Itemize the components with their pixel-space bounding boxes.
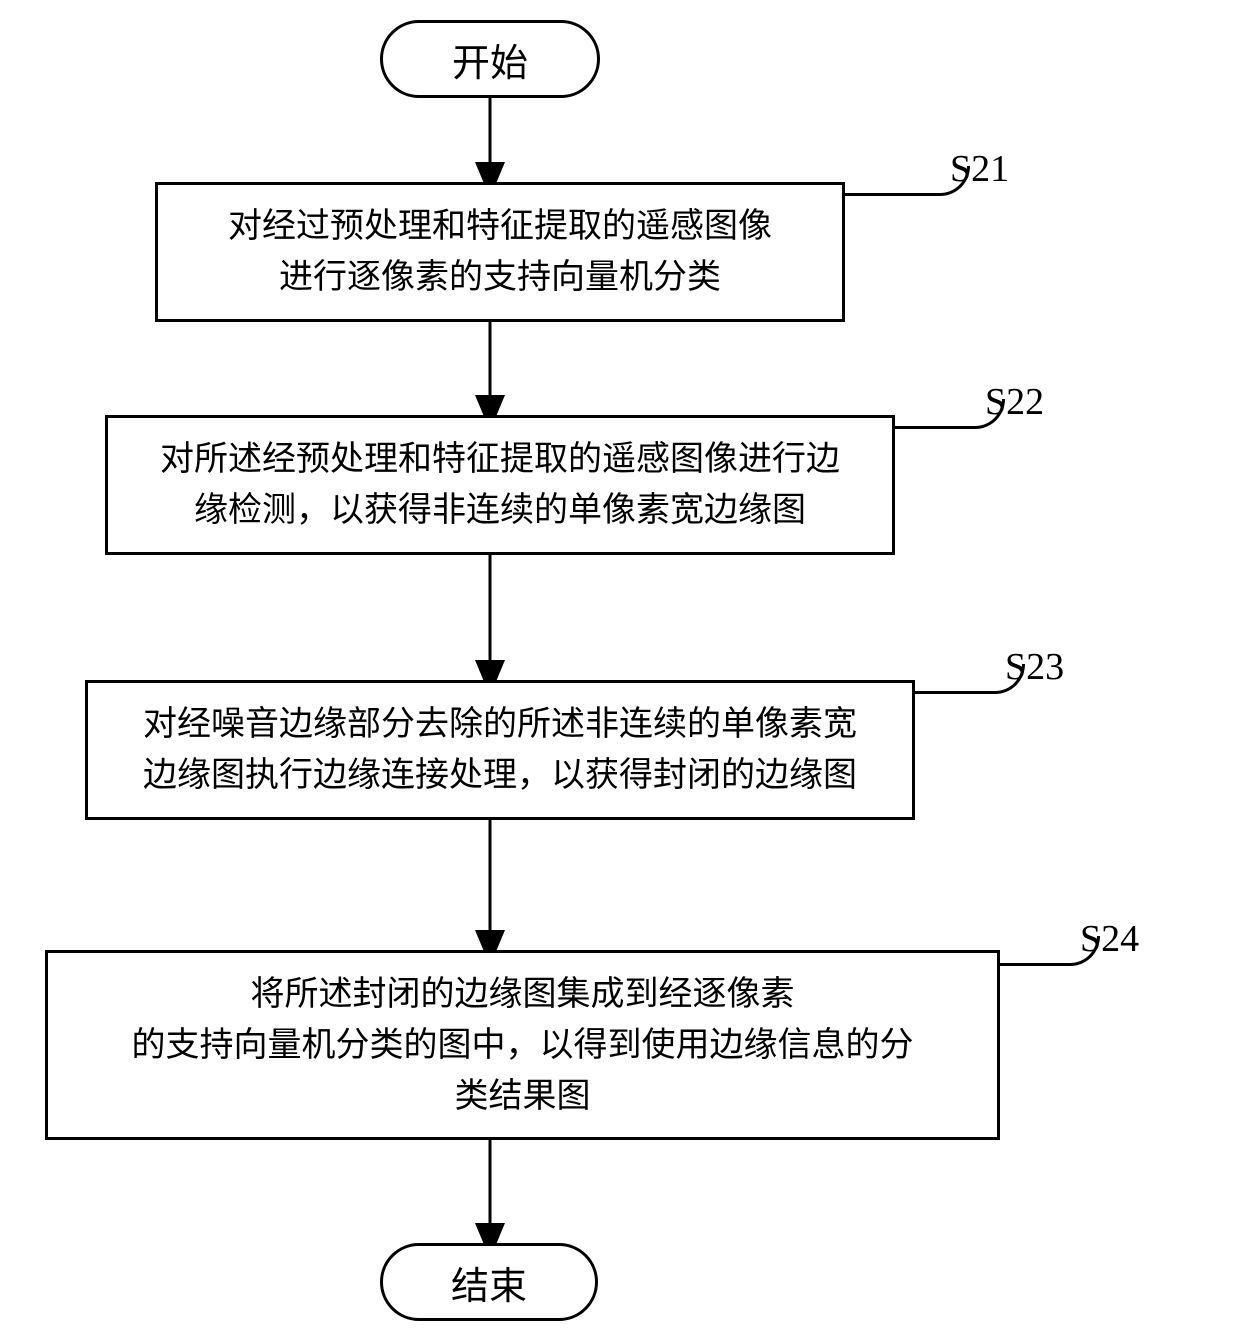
label-connector bbox=[915, 664, 1025, 694]
node-text: 对所述经预处理和特征提取的遥感图像进行边缘检测，以获得非连续的单像素宽边缘图 bbox=[160, 434, 840, 536]
node-text: 对经噪音边缘部分去除的所述非连续的单像素宽边缘图执行边缘连接处理，以获得封闭的边… bbox=[143, 699, 857, 801]
label-connector bbox=[1000, 936, 1100, 966]
flow-node-s21: 对经过预处理和特征提取的遥感图像进行逐像素的支持向量机分类 bbox=[155, 182, 845, 322]
node-text: 将所述封闭的边缘图集成到经逐像素的支持向量机分类的图中，以得到使用边缘信息的分类… bbox=[132, 969, 914, 1122]
label-connector bbox=[895, 399, 1005, 429]
flow-node-s22: 对所述经预处理和特征提取的遥感图像进行边缘检测，以获得非连续的单像素宽边缘图 bbox=[105, 415, 895, 555]
node-text: 结束 bbox=[451, 1255, 527, 1310]
node-text: 开始 bbox=[452, 32, 528, 87]
flow-node-start: 开始 bbox=[380, 20, 600, 98]
flow-node-s24: 将所述封闭的边缘图集成到经逐像素的支持向量机分类的图中，以得到使用边缘信息的分类… bbox=[45, 950, 1000, 1140]
label-connector bbox=[845, 166, 970, 196]
flow-node-end: 结束 bbox=[380, 1243, 598, 1321]
node-text: 对经过预处理和特征提取的遥感图像进行逐像素的支持向量机分类 bbox=[228, 201, 772, 303]
flow-node-s23: 对经噪音边缘部分去除的所述非连续的单像素宽边缘图执行边缘连接处理，以获得封闭的边… bbox=[85, 680, 915, 820]
